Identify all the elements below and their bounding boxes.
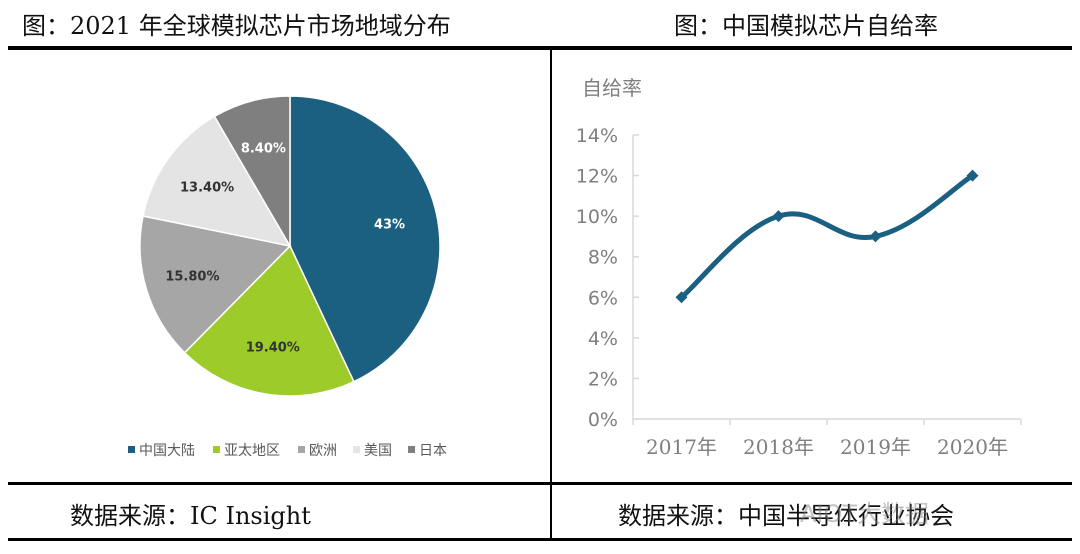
data-point-marker [675,291,688,304]
legend-label: 美国 [364,443,392,459]
middle-rule [8,482,1072,485]
y-tick-label: 4% [588,328,618,350]
left-figure-title: 图：2021 年全球模拟芯片市场地域分布 [22,12,451,40]
top-rule [8,46,1072,50]
column-divider [550,48,552,538]
watermark-logo: AIOT大数据 [800,500,930,528]
legend-swatch [408,446,415,453]
y-tick-label: 14% [576,125,618,147]
pie-slice-0 [289,95,441,383]
right-figure-title: 图：中国模拟芯片自给率 [674,12,938,40]
pie-data-label: 43% [374,218,405,233]
right-source: 数据来源：中国半导体行业协会 [618,502,954,530]
pie-data-label: 19.40% [246,341,300,356]
legend-swatch [213,446,220,453]
legend-label: 日本 [419,443,447,459]
y-tick-label: 10% [576,206,618,228]
x-tick-label: 2018年 [743,435,814,459]
pie-slice-4 [213,95,291,249]
y-tick-label: 12% [576,166,618,188]
data-point-marker [772,210,785,223]
pie-slice-3 [142,115,292,248]
legend-swatch [298,446,305,453]
x-tick-label: 2020年 [937,435,1008,459]
legend-label: 亚太地区 [224,443,280,459]
y-tick-label: 8% [588,247,618,269]
legend-swatch [353,446,360,453]
x-tick-label: 2017年 [646,435,717,459]
pie-slice-1 [183,244,355,397]
x-tick-label: 2019年 [840,435,911,459]
data-point-marker [869,230,882,243]
bottom-rule [8,538,1072,541]
pie-chart: 43% 19.40% 15.80% 13.40% 8.40% 中国大陆 亚太地区 欧洲 美国 日本 [128,95,447,459]
y-tick-label: 2% [588,368,618,390]
chart-title: 自给率 [582,76,642,100]
pie-slice-2 [139,215,292,354]
pie-data-label: 8.40% [241,142,286,157]
legend-label: 欧洲 [309,443,337,459]
data-point-marker [966,169,979,182]
y-tick-label: 0% [588,409,618,431]
line-chart: 自给率 0% 2% 4% 6% 8% 10% 12% 14% 2017年 2018年 2019年 202… [576,76,1022,459]
pie-data-label: 15.80% [165,270,219,285]
left-source: 数据来源：IC Insight [70,502,311,530]
legend-label: 中国大陆 [139,443,195,459]
pie-data-label: 13.40% [180,181,234,196]
series-line [679,173,975,300]
y-tick-label: 6% [588,287,618,309]
legend-swatch [128,446,135,453]
